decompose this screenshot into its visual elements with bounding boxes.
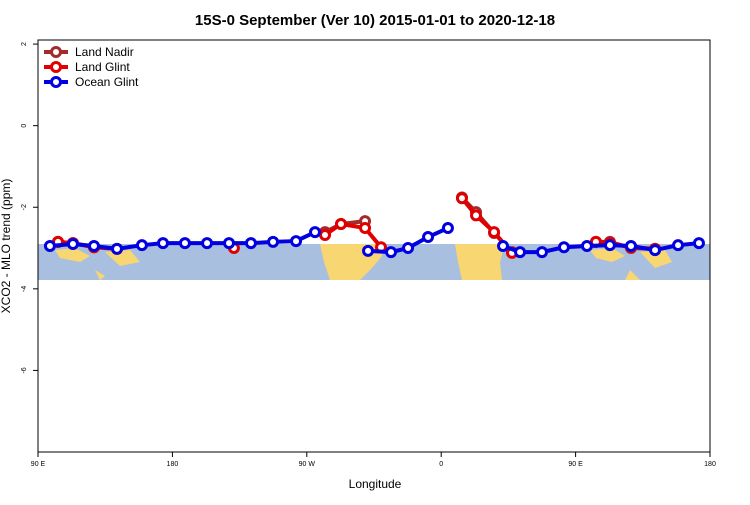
x-tick-label: 90 E (568, 461, 583, 468)
legend-marker (50, 61, 62, 73)
y-tick-label: 0 (21, 124, 28, 128)
point (649, 244, 662, 257)
point (244, 237, 257, 250)
point (514, 246, 527, 259)
point (692, 237, 705, 250)
point (625, 240, 638, 252)
point (156, 237, 169, 250)
point (455, 192, 468, 205)
point (441, 222, 454, 235)
point (43, 240, 56, 252)
point (110, 242, 123, 255)
point (88, 240, 100, 252)
y-axis-title: XCO2 - MLO trend (ppm) (0, 179, 13, 314)
x-tick-label: 90 W (299, 461, 316, 468)
point (557, 241, 570, 254)
point (672, 239, 685, 252)
point (267, 235, 280, 248)
legend-label: Land Nadir (75, 45, 134, 59)
x-tick-label: 180 (167, 461, 179, 468)
y-tick-label: -6 (21, 367, 28, 373)
point (334, 217, 347, 230)
x-tick-label: 180 (704, 461, 716, 468)
plot-frame (37, 39, 711, 453)
point (603, 239, 616, 252)
legend-label: Ocean Glint (75, 75, 139, 89)
point (536, 246, 548, 259)
point (66, 237, 79, 250)
point (497, 240, 510, 252)
point (469, 209, 482, 222)
x-axis-title: Longitude (349, 477, 402, 491)
legend-label: Land Glint (75, 60, 130, 74)
point (359, 222, 372, 235)
point (402, 242, 415, 255)
x-tick-label: 0 (439, 461, 443, 468)
point (580, 240, 593, 252)
point (362, 244, 375, 257)
y-tick-label: -2 (21, 204, 28, 210)
legend-marker (50, 46, 62, 58)
point (222, 237, 235, 250)
point (201, 237, 214, 250)
legend-marker (50, 76, 62, 88)
point (319, 228, 332, 241)
point (309, 226, 322, 239)
y-tick-label: 2 (21, 42, 28, 46)
point (135, 239, 148, 252)
point (488, 226, 501, 239)
point (178, 237, 191, 250)
point (385, 246, 398, 259)
point (422, 231, 435, 244)
point (290, 235, 303, 248)
x-tick-label: 90 E (31, 461, 46, 468)
y-tick-label: -4 (21, 286, 28, 292)
chart-title: 15S-0 September (Ver 10) 2015-01-01 to 2… (195, 12, 555, 29)
